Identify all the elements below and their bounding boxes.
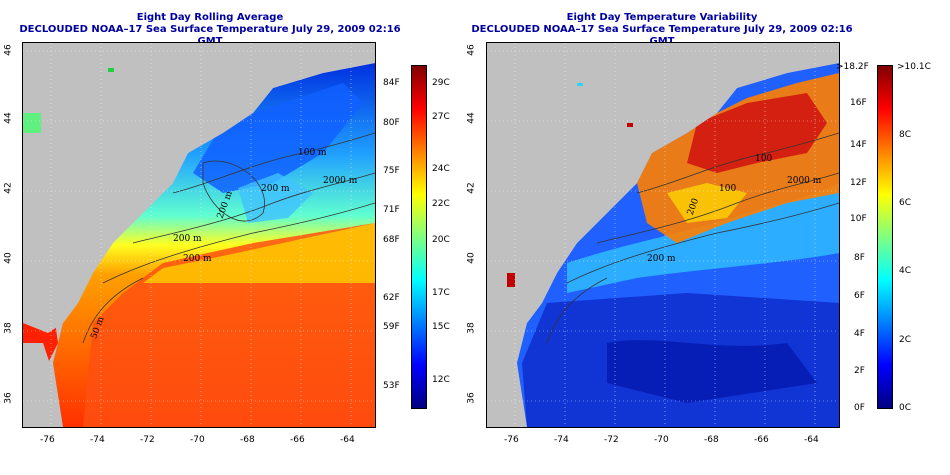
left-cb-c-label: 24C — [432, 164, 450, 174]
right-lon-tick: -74 — [554, 435, 569, 445]
left-contour-label-2000m: 2000 m — [323, 176, 358, 186]
left-map-title: Eight Day Rolling Average DECLOUDED NOAA… — [10, 12, 410, 48]
right-lon-tick: -76 — [504, 435, 519, 445]
right-cb-c-label: 8C — [899, 130, 912, 140]
left-contour-label-100m: 100 m — [298, 148, 327, 158]
left-cb-c-label: 29C — [432, 78, 450, 88]
right-lon-tick: -68 — [704, 435, 719, 445]
left-lon-tick: -72 — [140, 435, 155, 445]
right-lon-tick: -64 — [804, 435, 819, 445]
right-cb-c-label: 2C — [899, 335, 912, 345]
left-cb-c-label: 17C — [432, 288, 450, 298]
left-sst-map: 100 m 200 m 200 m 2000 m 200 m 200 m 50 … — [22, 42, 376, 428]
left-lon-tick: -70 — [190, 435, 205, 445]
right-lon-tick: -70 — [654, 435, 669, 445]
right-cb-f-label: 10F — [850, 214, 867, 224]
left-cb-f-label: 80F — [383, 118, 400, 128]
right-contour-label-200m: 200 m — [647, 254, 676, 264]
right-lat-tick: 44 — [466, 112, 477, 124]
right-cb-f-label: 6F — [854, 291, 865, 301]
left-lat-tick: 42 — [3, 182, 14, 194]
right-contour-label-100a: 100 — [755, 154, 772, 164]
left-lon-tick: -76 — [40, 435, 55, 445]
left-cb-c-label: 12C — [432, 375, 450, 385]
left-lat-tick: 36 — [3, 392, 14, 404]
right-cb-f-label: 14F — [850, 140, 867, 150]
right-map-title-line2: DECLOUDED NOAA–17 Sea Surface Temperatur… — [471, 24, 853, 47]
right-lat-tick: 42 — [466, 182, 477, 194]
right-cb-f-label: 16F — [850, 98, 867, 108]
left-cb-f-label: 62F — [383, 293, 400, 303]
right-cb-f-label: 12F — [850, 178, 867, 188]
left-cb-f-label: 59F — [383, 322, 400, 332]
right-cb-f-label: 8F — [854, 253, 865, 263]
left-map-graphic: 100 m 200 m 200 m 2000 m 200 m 200 m 50 … — [23, 43, 375, 427]
left-contour-label-200m-d: 200 m — [173, 234, 202, 244]
left-lon-tick: -64 — [340, 435, 355, 445]
right-cb-f-label: 2F — [854, 366, 865, 376]
left-colorbar — [411, 65, 427, 409]
right-variability-map: 100 200 2000 m 200 m 100 — [486, 42, 840, 428]
left-cb-c-label: 27C — [432, 112, 450, 122]
right-lat-tick: 38 — [466, 322, 477, 334]
right-cb-f-label: 0F — [854, 403, 865, 413]
left-cb-f-label: 68F — [383, 235, 400, 245]
left-map-title-line2: DECLOUDED NOAA–17 Sea Surface Temperatur… — [19, 24, 401, 47]
right-contour-label-100b: 100 — [719, 184, 736, 194]
right-cb-f-label: 4F — [854, 329, 865, 339]
left-lat-tick: 44 — [3, 112, 14, 124]
right-cb-c-label: 4C — [899, 266, 912, 276]
left-cb-c-label: 20C — [432, 235, 450, 245]
right-cb-c-label: 0C — [899, 403, 912, 413]
left-contour-label-200m-c: 200 m — [183, 254, 212, 264]
left-lon-tick: -68 — [240, 435, 255, 445]
right-lat-tick: 36 — [466, 392, 477, 404]
left-lon-tick: -74 — [90, 435, 105, 445]
left-cb-f-label: 53F — [383, 381, 400, 391]
right-map-title: Eight Day Temperature Variability DECLOU… — [462, 12, 862, 48]
left-cb-f-label: 75F — [383, 166, 400, 176]
right-lon-tick: -72 — [604, 435, 619, 445]
right-colorbar — [877, 65, 893, 409]
left-lon-tick: -66 — [290, 435, 305, 445]
right-cb-f-label: >18.2F — [836, 62, 869, 72]
right-lon-tick: -66 — [754, 435, 769, 445]
left-cb-c-label: 22C — [432, 199, 450, 209]
left-cb-c-label: 15C — [432, 322, 450, 332]
right-cb-c-label: >10.1C — [897, 62, 931, 72]
right-lat-tick: 46 — [466, 44, 477, 56]
left-cb-f-label: 71F — [383, 205, 400, 215]
right-map-graphic: 100 200 2000 m 200 m 100 — [487, 43, 839, 427]
left-cb-f-label: 84F — [383, 78, 400, 88]
right-lat-tick: 40 — [466, 252, 477, 264]
right-cb-c-label: 6C — [899, 198, 912, 208]
left-map-title-line1: Eight Day Rolling Average — [136, 12, 284, 23]
left-lat-tick: 38 — [3, 322, 14, 334]
left-lat-tick: 40 — [3, 252, 14, 264]
left-contour-label-200m-a: 200 m — [261, 184, 290, 194]
right-map-title-line1: Eight Day Temperature Variability — [566, 12, 758, 23]
right-contour-label-2000m: 2000 m — [787, 176, 822, 186]
left-lat-tick: 46 — [3, 44, 14, 56]
